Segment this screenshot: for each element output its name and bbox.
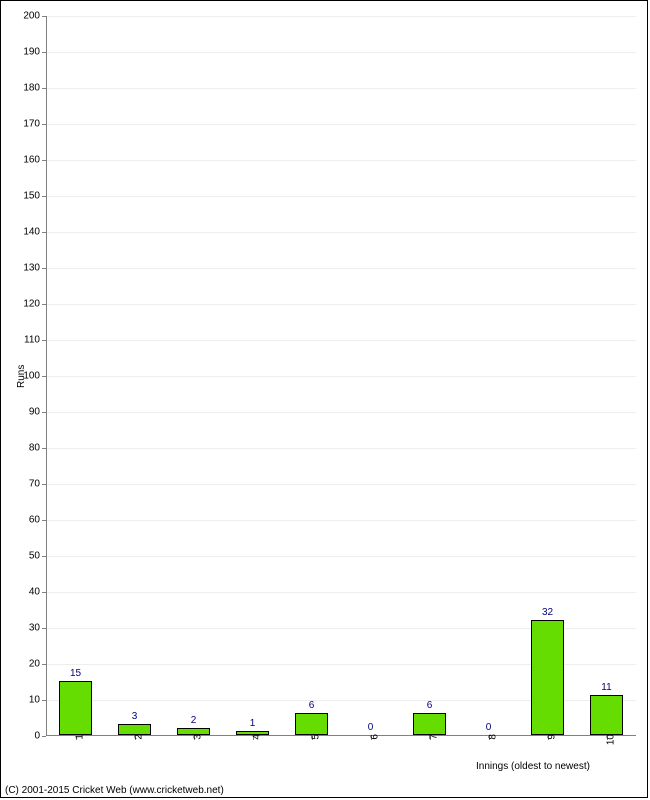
plot-area: 0102030405060708090100110120130140150160… [46,16,636,736]
gridline [46,196,636,197]
y-axis-label: Runs [16,365,27,388]
y-tick-label: 190 [10,47,40,58]
y-tick-label: 200 [10,11,40,22]
bar-value-label: 1 [250,718,256,729]
gridline [46,520,636,521]
x-tick-label: 5 [310,734,321,754]
gridline [46,88,636,89]
gridline [46,376,636,377]
bar [590,695,622,735]
y-tick-label: 160 [10,155,40,166]
x-tick-label: 1 [74,734,85,754]
y-tick-label: 130 [10,263,40,274]
x-axis-label: Innings (oldest to newest) [476,761,590,772]
gridline [46,52,636,53]
bar-value-label: 6 [309,700,315,711]
y-tick-label: 150 [10,191,40,202]
y-tick-label: 70 [10,479,40,490]
gridline [46,412,636,413]
x-tick-label: 7 [428,734,439,754]
x-tick-label: 2 [133,734,144,754]
y-tick [42,736,46,737]
bar-value-label: 6 [427,700,433,711]
bar [59,681,91,735]
y-tick-label: 30 [10,623,40,634]
y-tick-label: 0 [10,731,40,742]
y-tick-label: 40 [10,587,40,598]
chart-frame: 0102030405060708090100110120130140150160… [0,0,648,798]
gridline [46,160,636,161]
y-tick-label: 140 [10,227,40,238]
y-tick-label: 110 [10,335,40,346]
bar [413,713,445,735]
gridline [46,268,636,269]
gridline [46,592,636,593]
bar-value-label: 11 [601,682,611,693]
bar [295,713,327,735]
y-tick-label: 120 [10,299,40,310]
y-tick-label: 80 [10,443,40,454]
y-tick-label: 90 [10,407,40,418]
gridline [46,448,636,449]
y-tick-label: 60 [10,515,40,526]
gridline [46,124,636,125]
bar-value-label: 0 [368,722,374,733]
gridline [46,16,636,17]
gridline [46,484,636,485]
y-tick-label: 10 [10,695,40,706]
y-tick-label: 170 [10,119,40,130]
x-tick-label: 9 [546,734,557,754]
x-tick-label: 4 [251,734,262,754]
bar-value-label: 3 [132,711,138,722]
bar [531,620,563,735]
gridline [46,232,636,233]
gridline [46,340,636,341]
y-axis [46,16,47,736]
x-tick-label: 8 [487,734,498,754]
y-tick-label: 50 [10,551,40,562]
gridline [46,304,636,305]
y-tick-label: 20 [10,659,40,670]
bar-value-label: 0 [486,722,492,733]
copyright-text: (C) 2001-2015 Cricket Web (www.cricketwe… [5,785,224,796]
gridline [46,556,636,557]
bar-value-label: 15 [70,668,81,679]
bar-value-label: 2 [191,715,197,726]
x-tick-label: 10 [605,734,616,754]
x-tick-label: 6 [369,734,380,754]
bar-value-label: 32 [542,607,553,618]
y-tick-label: 180 [10,83,40,94]
x-tick-label: 3 [192,734,203,754]
